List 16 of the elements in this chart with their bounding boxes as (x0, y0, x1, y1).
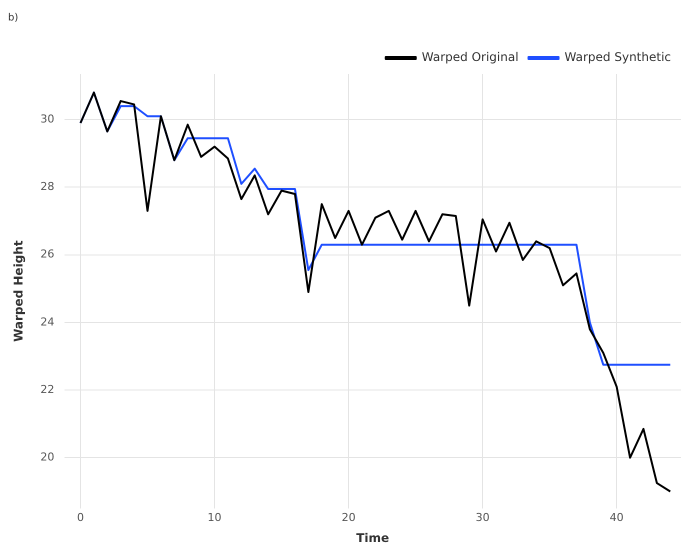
legend-label: Warped Original (422, 50, 519, 64)
x-tick-label: 20 (342, 510, 356, 524)
x-tick-label: 40 (610, 510, 624, 524)
x-axis-title: Time (356, 530, 390, 545)
y-tick-label: 24 (40, 315, 54, 328)
y-axis-title: Warped Height (11, 240, 26, 342)
x-tick-label: 30 (476, 510, 490, 524)
legend-label: Warped Synthetic (564, 50, 672, 64)
chart-title: b) (8, 12, 18, 24)
y-tick-label: 22 (40, 382, 54, 396)
y-tick-label: 28 (40, 180, 54, 194)
x-tick-label: 10 (208, 510, 222, 524)
y-tick-label: 26 (40, 248, 54, 261)
y-tick-label: 30 (40, 112, 54, 126)
x-tick-label: 0 (76, 510, 84, 524)
y-tick-label: 20 (40, 450, 54, 464)
